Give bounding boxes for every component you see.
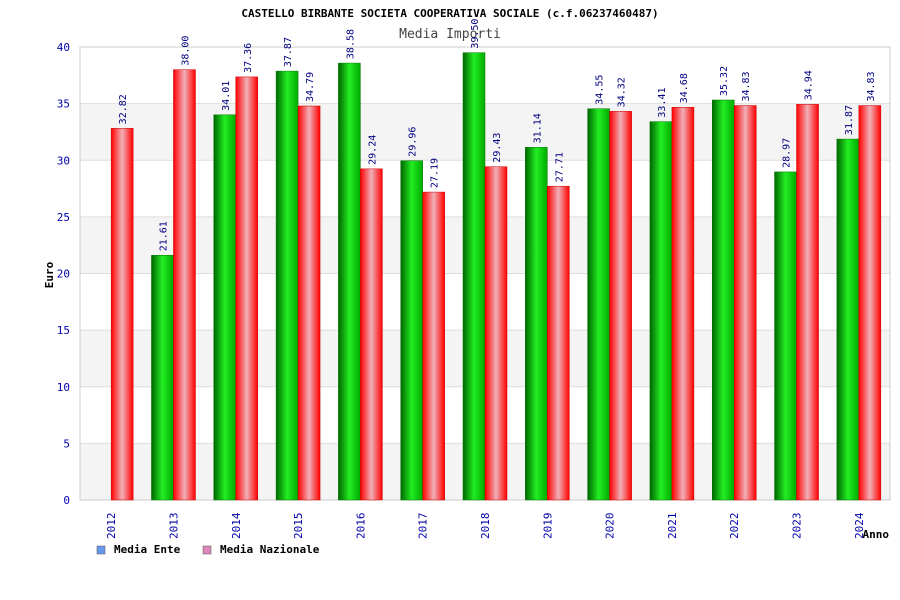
bar-media-nazionale-2019 <box>547 185 570 501</box>
bar-media-nazionale-2021 <box>671 106 695 501</box>
bar-media-ente-2021 <box>649 121 673 501</box>
data-label: 34.83 <box>866 71 877 101</box>
x-tick-label: 2013 <box>167 513 180 540</box>
y-tick-labels: 0 5 10 15 20 25 30 35 40 <box>57 41 70 507</box>
x-tick-label: 2021 <box>666 513 679 540</box>
bar-media-ente-2019 <box>525 147 548 501</box>
legend-label-media-ente: Media Ente <box>114 543 181 556</box>
legend-swatch-media-nazionale <box>202 545 212 555</box>
bar-media-ente-2023 <box>774 171 797 501</box>
x-tick-labels: 2012 2013 2014 2015 2016 2017 2018 2019 2020 2021… <box>105 512 866 539</box>
y-tick-label: 0 <box>63 494 70 507</box>
bar-media-ente-2014 <box>213 114 237 501</box>
bar-media-ente-2022 <box>711 99 735 501</box>
y-tick-label: 25 <box>57 211 70 224</box>
bar-media-ente-2024 <box>836 138 860 501</box>
x-tick-label: 2018 <box>479 513 492 540</box>
y-tick-label: 5 <box>63 437 70 450</box>
data-label: 39.50 <box>470 19 481 49</box>
x-tick-label: 2012 <box>105 513 118 540</box>
data-label: 27.71 <box>554 152 565 182</box>
x-tick-label: 2014 <box>230 512 243 539</box>
data-label: 34.01 <box>221 81 232 111</box>
data-label: 27.19 <box>430 158 441 188</box>
data-label: 33.41 <box>657 88 668 118</box>
data-label: 29.24 <box>367 135 378 165</box>
bar-media-ente-2018 <box>462 52 486 501</box>
x-axis-label: Anno <box>863 528 890 541</box>
x-tick-label: 2017 <box>417 513 430 540</box>
y-tick-label: 15 <box>57 324 70 337</box>
x-tick-label: 2022 <box>728 513 741 540</box>
bar-media-ente-2015 <box>275 70 299 501</box>
data-label: 37.36 <box>243 43 254 73</box>
bar-media-nazionale-2016 <box>360 168 383 501</box>
legend-swatch-media-ente <box>96 545 106 555</box>
legend-label-media-nazionale: Media Nazionale <box>220 543 320 556</box>
y-tick-label: 35 <box>57 98 70 111</box>
chart-title: CASTELLO BIRBANTE SOCIETA COOPERATIVA SO… <box>241 7 658 20</box>
data-label: 32.82 <box>118 94 129 124</box>
y-tick-label: 20 <box>57 268 70 281</box>
bar-media-nazionale-2023 <box>796 104 819 501</box>
bar-media-nazionale-2015 <box>297 105 321 501</box>
bar-media-nazionale-2013 <box>173 69 196 501</box>
data-label: 28.97 <box>782 138 793 168</box>
bar-media-nazionale-2014 <box>235 76 259 501</box>
legend: Media Ente Media Nazionale <box>96 543 320 556</box>
data-label: 35.32 <box>719 66 730 96</box>
data-label: 38.00 <box>180 36 191 66</box>
bar-media-nazionale-2024 <box>858 105 882 501</box>
bar-media-nazionale-2018 <box>484 166 508 501</box>
data-label: 37.87 <box>283 37 294 67</box>
data-label: 34.94 <box>804 70 815 100</box>
x-tick-label: 2024 <box>853 512 866 539</box>
y-tick-label: 30 <box>57 154 70 167</box>
bar-media-nazionale-2022 <box>733 105 757 501</box>
bar-media-ente-2020 <box>587 108 610 501</box>
bar-media-ente-2016 <box>338 62 361 501</box>
x-tick-label: 2020 <box>604 513 617 540</box>
bar-media-ente-2017 <box>400 160 423 501</box>
data-label: 34.55 <box>595 75 606 105</box>
data-label: 34.32 <box>617 77 628 107</box>
data-label: 29.43 <box>492 133 503 163</box>
data-label: 38.58 <box>345 29 356 59</box>
x-tick-label: 2015 <box>292 513 305 540</box>
data-label: 34.83 <box>741 71 752 101</box>
data-label: 21.61 <box>158 221 169 251</box>
chart-subtitle: Media Importi <box>399 27 501 42</box>
x-tick-label: 2016 <box>354 513 367 540</box>
bar-media-nazionale-2020 <box>609 111 632 501</box>
x-tick-label: 2019 <box>541 513 554 540</box>
data-label: 29.96 <box>408 127 419 157</box>
data-label: 34.79 <box>305 72 316 102</box>
bars <box>110 52 882 501</box>
data-label: 34.68 <box>679 73 690 103</box>
x-tick-label: 2023 <box>791 513 804 540</box>
bar-media-nazionale-2012 <box>110 128 134 501</box>
bar-media-nazionale-2017 <box>422 191 445 501</box>
data-label: 31.87 <box>844 105 855 135</box>
bar-media-ente-2013 <box>151 255 174 501</box>
data-labels: 32.82 21.61 38.00 34.01 37.36 37.87 34.79 38.58… <box>118 19 877 252</box>
y-axis-label: Euro <box>43 261 56 288</box>
y-tick-label: 40 <box>57 41 70 54</box>
data-label: 31.14 <box>532 113 543 143</box>
y-tick-label: 10 <box>57 381 70 394</box>
